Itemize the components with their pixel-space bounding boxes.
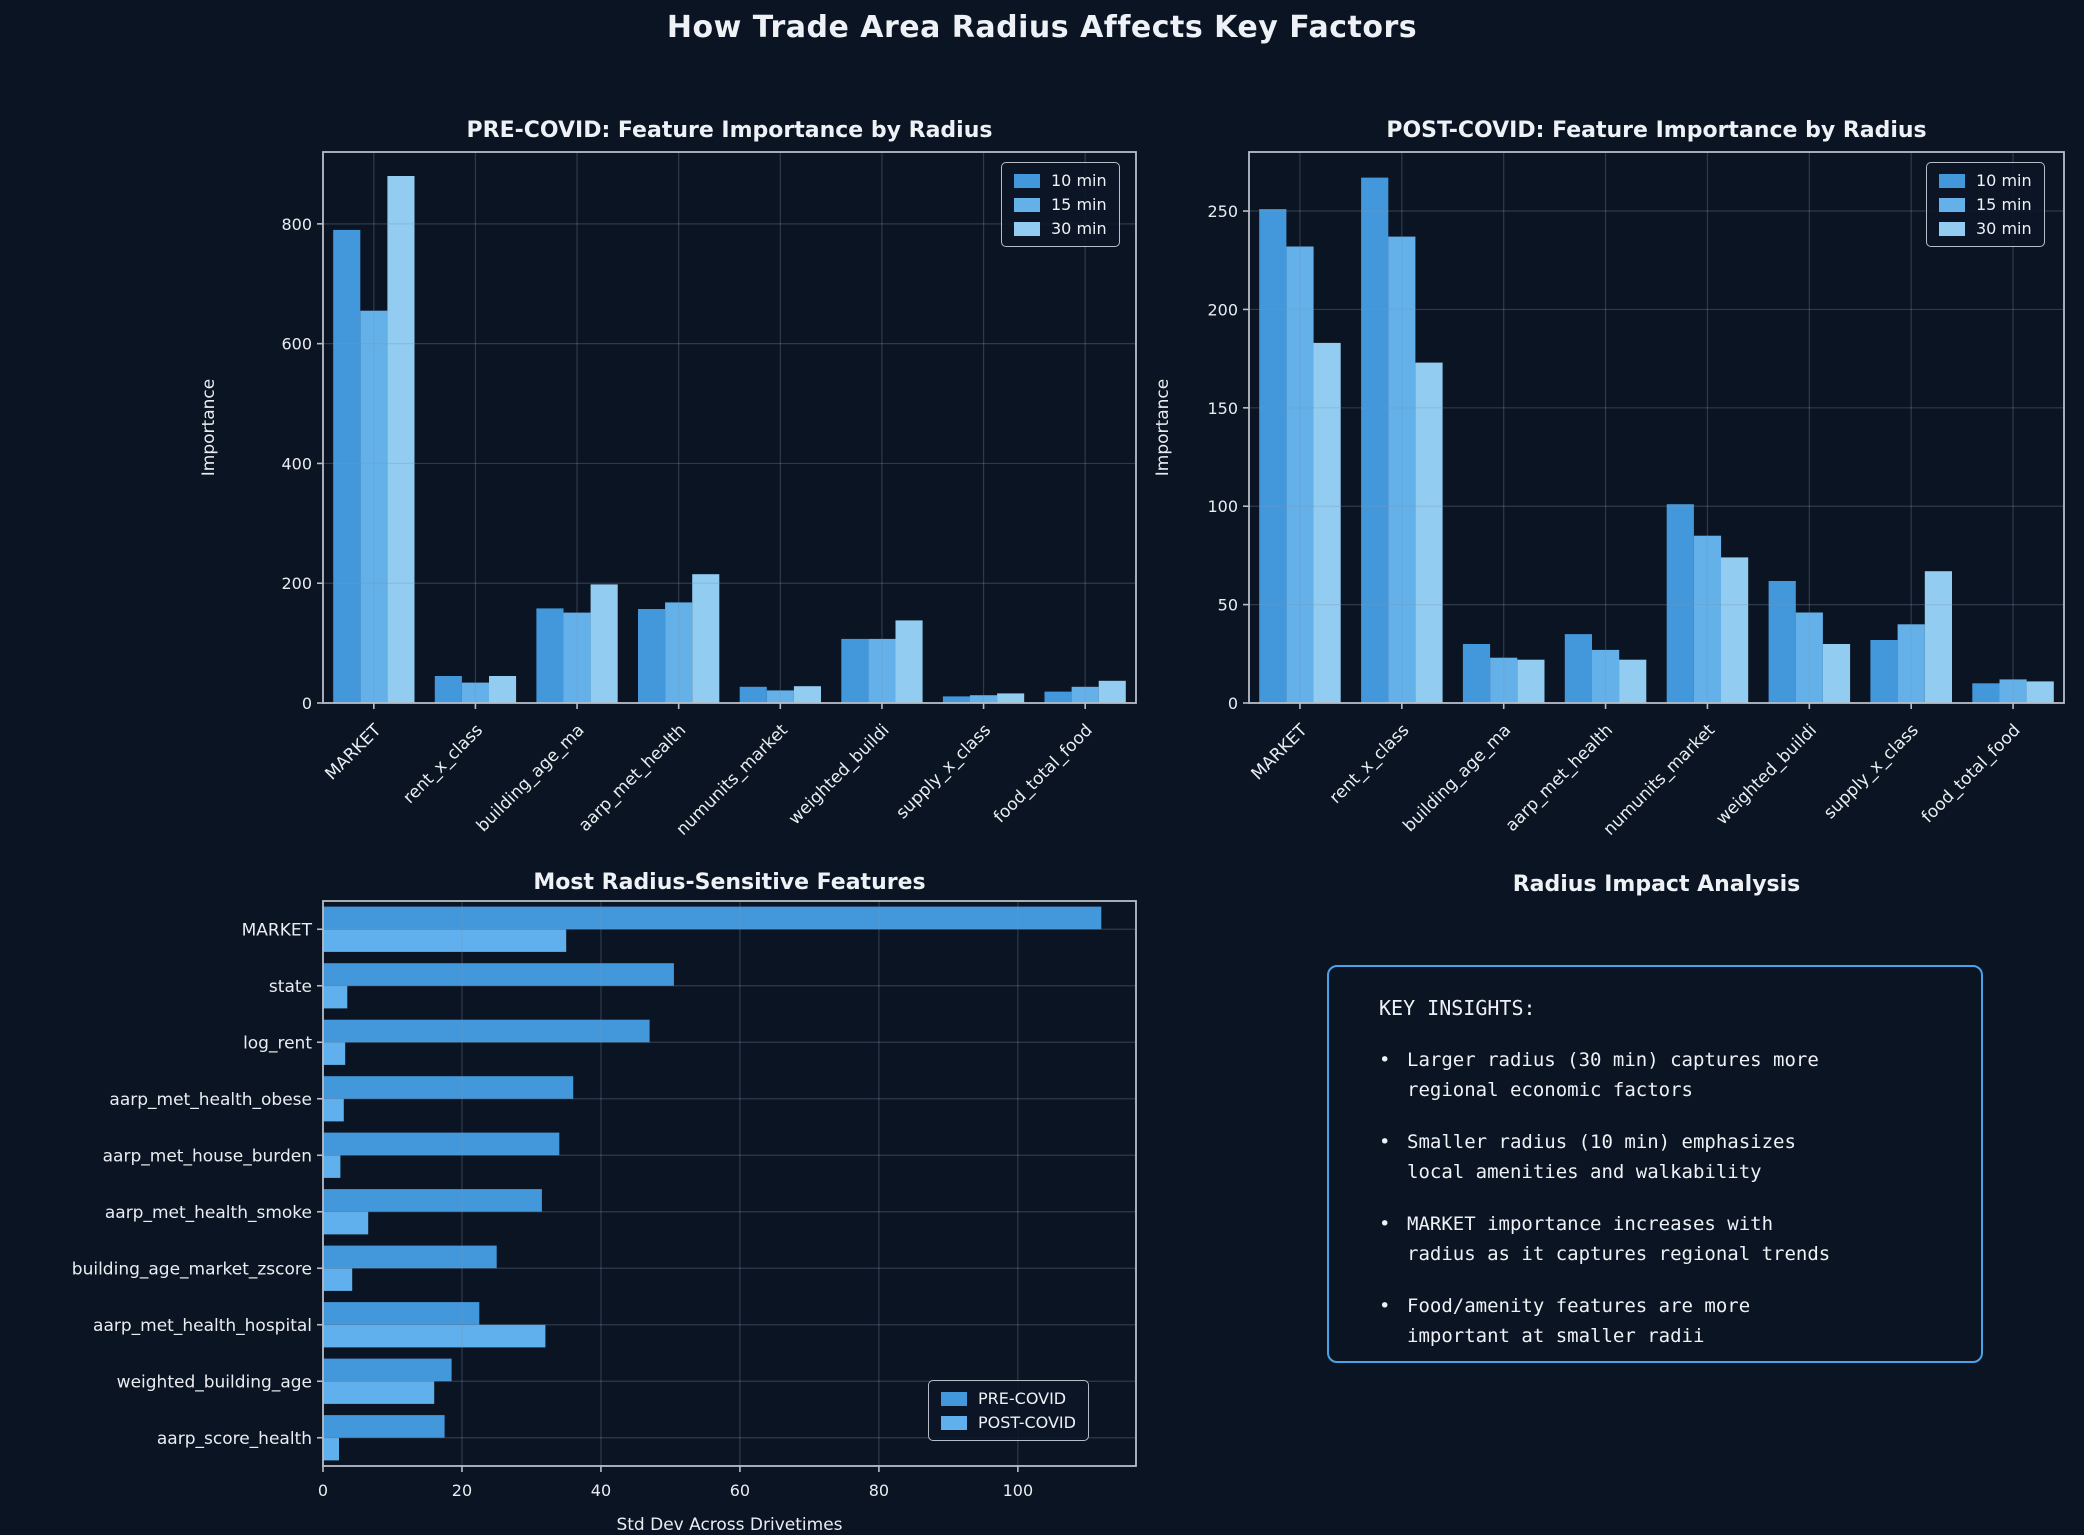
svg-text:60: 60 — [730, 1481, 750, 1500]
bullet-icon: • — [1379, 1213, 1391, 1235]
svg-text:food_total_food: food_total_food — [990, 720, 1097, 827]
sensitivity-chart-title: Most Radius-Sensitive Features — [533, 870, 926, 895]
svg-text:aarp_met_health: aarp_met_health — [575, 720, 690, 835]
svg-text:100: 100 — [1003, 1481, 1034, 1500]
svg-text:log_rent: log_rent — [243, 1033, 312, 1053]
legend-swatch-10min — [1014, 173, 1040, 188]
svg-text:state: state — [269, 977, 312, 997]
svg-text:150: 150 — [1207, 399, 1238, 418]
insight-bullet: • Food/amenity features are more importa… — [1379, 1291, 1961, 1351]
svg-text:weighted_building_age: weighted_building_age — [117, 1372, 312, 1392]
svg-text:aarp_met_health_hospital: aarp_met_health_hospital — [93, 1316, 312, 1336]
legend-swatch-post-covid — [941, 1415, 967, 1430]
svg-text:building_age_ma: building_age_ma — [1399, 720, 1515, 836]
svg-text:rent_x_class: rent_x_class — [1326, 720, 1414, 808]
svg-text:600: 600 — [281, 335, 312, 354]
insight-bullet: • Smaller radius (10 min) emphasizes loc… — [1379, 1127, 1961, 1187]
insights-heading: KEY INSIGHTS: — [1379, 996, 1536, 1020]
svg-text:numunits_market: numunits_market — [673, 720, 793, 840]
key-insights-box: KEY INSIGHTS: • Larger radius (30 min) c… — [1327, 965, 1983, 1363]
insight-bullet: • Larger radius (30 min) captures more r… — [1379, 1045, 1961, 1105]
bullet-icon: • — [1379, 1131, 1391, 1153]
svg-text:200: 200 — [1207, 300, 1238, 319]
legend-label: 10 min — [1976, 171, 2032, 190]
insight-text: MARKET importance increases with radius … — [1407, 1213, 1831, 1265]
legend-item: 10 min — [1939, 171, 2032, 190]
legend-item: 15 min — [1939, 195, 2032, 214]
legend-item: POST-COVID — [941, 1413, 1076, 1432]
insight-text: Smaller radius (10 min) emphasizes local… — [1407, 1131, 1796, 1183]
bullet-icon: • — [1379, 1049, 1391, 1071]
post-covid-legend: 10 min 15 min 30 min — [1926, 162, 2045, 247]
svg-text:weighted_buildi: weighted_buildi — [1712, 720, 1821, 829]
svg-text:200: 200 — [281, 574, 312, 593]
legend-label: 30 min — [1976, 219, 2032, 238]
svg-text:rent_x_class: rent_x_class — [399, 720, 487, 808]
analysis-panel-title: Radius Impact Analysis — [1512, 872, 1801, 897]
legend-item: 30 min — [1014, 219, 1107, 238]
svg-text:aarp_met_health_obese: aarp_met_health_obese — [109, 1090, 312, 1110]
legend-label: 15 min — [1051, 195, 1107, 214]
svg-text:food_total_food: food_total_food — [1918, 720, 2025, 827]
pre-covid-chart: 0 200 400 600 800 MARKET rent_x_classbuilding_… — [199, 151, 1137, 840]
svg-text:aarp_met_health_smoke: aarp_met_health_smoke — [105, 1203, 312, 1223]
insight-text: Food/amenity features are more important… — [1407, 1295, 1751, 1347]
legend-label: 30 min — [1051, 219, 1107, 238]
insight-text: Larger radius (30 min) captures more reg… — [1407, 1049, 1819, 1101]
svg-text:80: 80 — [869, 1481, 889, 1500]
post-covid-chart-title: POST-COVID: Feature Importance by Radius — [1386, 118, 1927, 143]
sensitivity-chart: MARKET state log_rent aarp_met_health_obese… — [72, 900, 1137, 1535]
svg-text:supply_x_class: supply_x_class — [892, 720, 995, 823]
legend-swatch-15min — [1014, 197, 1040, 212]
legend-item: 30 min — [1939, 219, 2032, 238]
legend-item: PRE-COVID — [941, 1389, 1076, 1408]
svg-text:supply_x_class: supply_x_class — [1820, 720, 1923, 823]
svg-text:20: 20 — [452, 1481, 472, 1500]
sensitivity-legend: PRE-COVID POST-COVID — [928, 1380, 1089, 1441]
pre-covid-chart-title: PRE-COVID: Feature Importance by Radius — [466, 118, 993, 143]
svg-text:MARKET: MARKET — [1248, 720, 1312, 784]
svg-text:aarp_score_health: aarp_score_health — [157, 1429, 312, 1449]
svg-text:800: 800 — [281, 215, 312, 234]
svg-text:numunits_market: numunits_market — [1600, 720, 1720, 840]
svg-text:aarp_met_health: aarp_met_health — [1502, 720, 1617, 835]
legend-label: POST-COVID — [978, 1413, 1076, 1432]
svg-text:Importance: Importance — [1153, 379, 1173, 476]
bullet-icon: • — [1379, 1295, 1391, 1317]
svg-text:building_age_market_zscore: building_age_market_zscore — [72, 1259, 312, 1279]
legend-swatch-pre-covid — [941, 1391, 967, 1406]
post-covid-chart: 0 50 100 150 200 250 MARKET rent_x_classbuildin… — [1153, 151, 2065, 840]
legend-label: PRE-COVID — [978, 1389, 1067, 1408]
svg-text:250: 250 — [1207, 202, 1238, 221]
svg-text:Std Dev Across Drivetimes: Std Dev Across Drivetimes — [616, 1515, 842, 1535]
svg-text:0: 0 — [302, 694, 312, 713]
svg-text:400: 400 — [281, 454, 312, 473]
legend-item: 15 min — [1014, 195, 1107, 214]
svg-text:aarp_met_house_burden: aarp_met_house_burden — [103, 1146, 312, 1166]
pre-covid-legend: 10 min 15 min 30 min — [1001, 162, 1120, 247]
legend-swatch-30min — [1014, 221, 1040, 236]
figure-title: How Trade Area Radius Affects Key Factor… — [666, 10, 1418, 45]
legend-item: 10 min — [1014, 171, 1107, 190]
svg-text:100: 100 — [1207, 497, 1238, 516]
svg-text:building_age_ma: building_age_ma — [473, 720, 589, 836]
svg-text:weighted_buildi: weighted_buildi — [785, 720, 894, 829]
insight-bullet: • MARKET importance increases with radiu… — [1379, 1209, 1961, 1269]
svg-text:Importance: Importance — [199, 379, 219, 476]
legend-swatch-30min — [1939, 221, 1965, 236]
legend-swatch-10min — [1939, 173, 1965, 188]
legend-swatch-15min — [1939, 197, 1965, 212]
svg-text:0: 0 — [318, 1481, 328, 1500]
legend-label: 10 min — [1051, 171, 1107, 190]
svg-text:MARKET: MARKET — [321, 720, 385, 784]
legend-label: 15 min — [1976, 195, 2032, 214]
svg-text:0: 0 — [1228, 694, 1238, 713]
svg-text:40: 40 — [591, 1481, 611, 1500]
svg-text:50: 50 — [1218, 596, 1238, 615]
svg-text:MARKET: MARKET — [242, 920, 313, 940]
